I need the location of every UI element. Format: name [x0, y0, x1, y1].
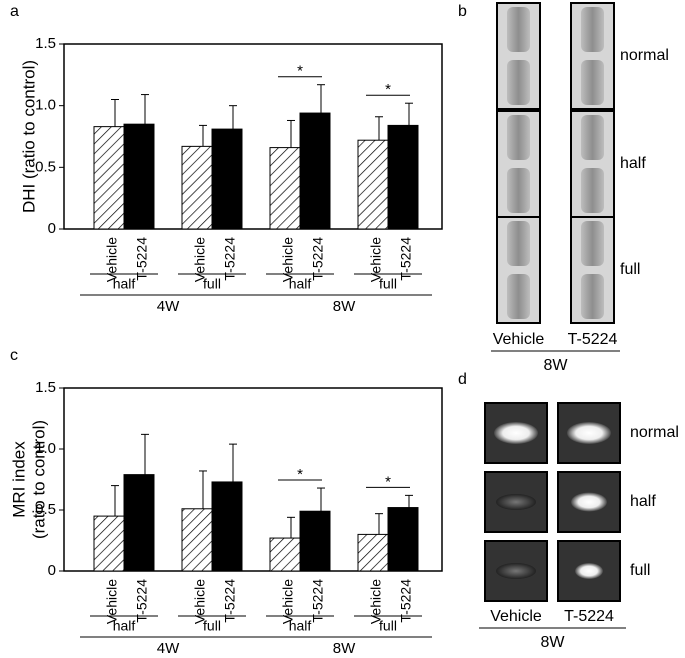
category-label: full — [379, 276, 397, 292]
series-label: Vehicle — [280, 579, 296, 624]
disc — [494, 422, 538, 444]
group-label: 4W — [157, 298, 180, 315]
series-label: Vehicle — [192, 237, 208, 282]
group-label: 4W — [157, 640, 180, 657]
panel-label: a — [10, 3, 19, 20]
vertebra — [581, 115, 604, 160]
vertebra — [581, 274, 604, 319]
y-tick-label: 1.5 — [35, 35, 56, 52]
disc — [575, 563, 603, 579]
series-label: Vehicle — [368, 237, 384, 282]
row-label: half — [630, 493, 656, 510]
series-label: T-5224 — [310, 237, 326, 281]
series-label: Vehicle — [192, 579, 208, 624]
plot-frame — [63, 43, 443, 230]
bar — [299, 112, 331, 230]
bar — [181, 508, 213, 572]
panel-label: b — [458, 3, 467, 20]
group-label: 8W — [541, 634, 566, 651]
series-label: T-5224 — [222, 579, 238, 623]
y-axis-label: (ratio to control) — [29, 420, 48, 539]
series-label: T-5224 — [398, 237, 414, 281]
vertebra — [581, 60, 604, 105]
group-label: 8W — [544, 357, 569, 374]
bar — [269, 537, 301, 572]
image-frame — [484, 540, 548, 602]
y-axis-label: MRI index — [9, 441, 28, 518]
category-label: full — [203, 618, 221, 634]
y-tick-label: 1.0 — [35, 97, 56, 114]
vertebra — [507, 274, 530, 319]
column-label: Vehicle — [493, 331, 545, 348]
category-label: half — [113, 618, 136, 634]
significance-mark: * — [385, 81, 391, 98]
disc — [571, 492, 607, 512]
category-label: half — [289, 618, 312, 634]
category-label: full — [379, 618, 397, 634]
y-tick-label: 0.5 — [35, 501, 56, 518]
row-label: full — [630, 562, 650, 579]
vertebra — [581, 168, 604, 213]
vertebra — [507, 7, 530, 52]
column-label: T-5224 — [568, 331, 618, 348]
series-label: Vehicle — [280, 237, 296, 282]
bar — [211, 128, 243, 230]
plot-frame — [63, 387, 443, 572]
category-label: half — [113, 276, 136, 292]
row-label: half — [620, 155, 646, 172]
category-label: half — [289, 276, 312, 292]
bar — [357, 139, 389, 230]
group-label: 8W — [333, 640, 356, 657]
vertebra — [507, 60, 530, 105]
category-label: full — [203, 276, 221, 292]
group-label: 8W — [333, 298, 356, 315]
y-tick-label: 0.5 — [35, 158, 56, 175]
series-label: T-5224 — [134, 579, 150, 623]
bar — [123, 474, 155, 572]
disc — [567, 422, 611, 444]
bar — [387, 507, 419, 572]
panel-label: c — [10, 347, 18, 364]
column-label: T-5224 — [564, 608, 614, 625]
y-tick-label: 0 — [48, 562, 56, 579]
bar — [269, 147, 301, 230]
bar — [93, 126, 125, 230]
bar — [211, 481, 243, 572]
vertebra — [507, 168, 530, 213]
y-tick-label: 0 — [48, 220, 56, 237]
bar — [181, 145, 213, 230]
significance-mark: * — [385, 473, 391, 490]
series-label: T-5224 — [398, 579, 414, 623]
series-label: Vehicle — [104, 237, 120, 282]
bar — [123, 123, 155, 230]
column-label: Vehicle — [490, 608, 542, 625]
bar — [93, 515, 125, 572]
vertebra — [581, 221, 604, 266]
disc — [496, 563, 536, 579]
vertebra — [507, 115, 530, 160]
series-label: Vehicle — [104, 579, 120, 624]
row-label: normal — [620, 47, 669, 64]
row-label: full — [620, 261, 640, 278]
series-label: T-5224 — [134, 237, 150, 281]
panel-label: d — [458, 371, 467, 388]
vertebra — [581, 7, 604, 52]
bar — [299, 510, 331, 572]
series-label: T-5224 — [310, 579, 326, 623]
bar — [357, 533, 389, 572]
significance-mark: * — [297, 466, 303, 483]
series-label: T-5224 — [222, 237, 238, 281]
y-axis-label: DHI (ratio to control) — [19, 60, 38, 213]
series-label: Vehicle — [368, 579, 384, 624]
significance-mark: * — [297, 63, 303, 80]
disc — [496, 494, 536, 510]
y-tick-label: 1.5 — [35, 379, 56, 396]
bar — [387, 124, 419, 230]
y-tick-label: 1.0 — [35, 440, 56, 457]
row-label: normal — [630, 424, 679, 441]
vertebra — [507, 221, 530, 266]
